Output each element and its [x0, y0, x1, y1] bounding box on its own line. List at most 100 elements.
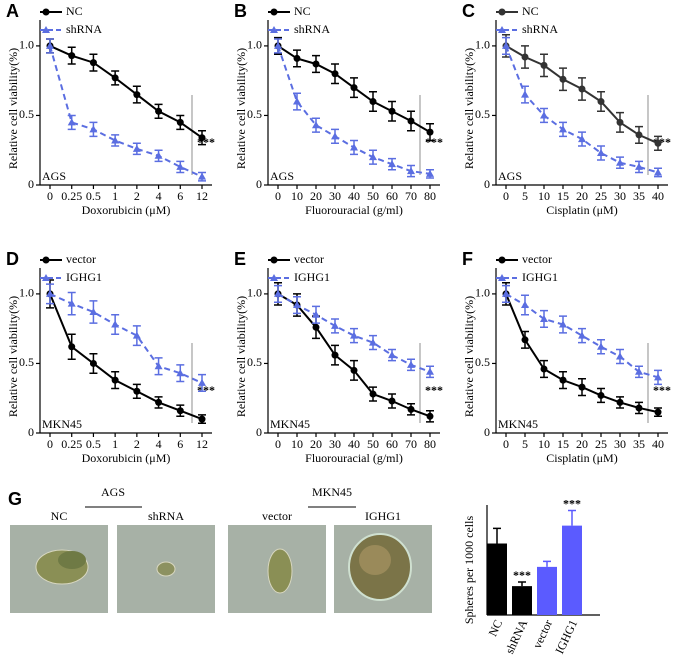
- marker: [540, 61, 548, 69]
- bar: [487, 543, 507, 615]
- x-tick-label: 40: [348, 189, 360, 203]
- marker: [369, 338, 377, 346]
- panel-letter: B: [234, 1, 247, 21]
- marker: [502, 289, 510, 297]
- x-tick-label: 80: [424, 189, 436, 203]
- x-tick-label: 40: [652, 437, 664, 451]
- x-tick-label: 0.25: [61, 437, 82, 451]
- marker: [68, 52, 76, 60]
- marker: [176, 407, 184, 415]
- x-tick-label: 30: [614, 189, 626, 203]
- marker: [407, 405, 415, 413]
- x-tick-label: 10: [291, 437, 303, 451]
- marker: [42, 26, 50, 33]
- series-line: [49, 45, 203, 178]
- y-tick-label: 1.0: [475, 286, 490, 300]
- marker: [369, 153, 377, 161]
- image-label: IGHG1: [365, 509, 401, 523]
- marker: [154, 151, 163, 159]
- y-tick-label: 0: [256, 177, 262, 191]
- marker: [270, 8, 278, 16]
- x-tick-label: 12: [196, 437, 208, 451]
- series-line: [505, 45, 659, 174]
- panel-letter: E: [234, 249, 246, 269]
- annotation: ***: [513, 568, 531, 582]
- error-bar: [493, 527, 501, 544]
- error-bar: [518, 581, 526, 587]
- corner-label: MKN45: [42, 417, 82, 431]
- x-tick-label: 20: [576, 189, 588, 203]
- marker: [132, 331, 141, 339]
- y-tick-label: 0.5: [19, 355, 34, 369]
- panel-letter: F: [462, 249, 473, 269]
- y-axis-label: Relative cell viability(%): [6, 296, 20, 417]
- marker: [578, 135, 586, 143]
- marker: [331, 321, 339, 329]
- marker: [559, 376, 567, 384]
- y-tick-label: 0: [484, 177, 490, 191]
- legend-label: vector: [294, 252, 324, 266]
- legend-label: vector: [66, 252, 96, 266]
- x-tick-label: 2: [134, 437, 140, 451]
- y-tick-label: 0: [256, 425, 262, 439]
- marker: [350, 143, 358, 151]
- series-line: [277, 293, 431, 418]
- marker: [111, 74, 119, 82]
- marker: [426, 128, 434, 136]
- annotation: ***: [425, 135, 443, 149]
- x-tick-label: 0.5: [86, 437, 101, 451]
- marker: [654, 373, 662, 381]
- marker: [176, 162, 185, 170]
- marker: [270, 26, 278, 33]
- marker: [597, 98, 605, 106]
- marker: [67, 299, 76, 307]
- bar: [562, 525, 582, 615]
- marker: [654, 408, 662, 416]
- y-tick-label: 1.0: [19, 38, 34, 52]
- marker: [89, 125, 98, 133]
- legend-label: IGHG1: [522, 270, 558, 284]
- marker: [331, 132, 339, 140]
- x-tick-label: 50: [367, 437, 379, 451]
- x-tick-label: 2: [134, 189, 140, 203]
- annotation: ***: [425, 383, 443, 397]
- marker: [388, 107, 396, 115]
- x-tick-label: 10: [538, 189, 550, 203]
- y-axis-label: Spheres per 1000 cells: [462, 516, 476, 625]
- x-tick-label: 40: [348, 437, 360, 451]
- marker: [312, 121, 320, 129]
- marker: [540, 111, 548, 119]
- marker: [198, 134, 206, 142]
- corner-label: MKN45: [270, 417, 310, 431]
- x-tick-label: 60: [386, 437, 398, 451]
- marker: [42, 274, 50, 281]
- marker: [312, 310, 320, 318]
- x-tick-label: 10: [291, 189, 303, 203]
- marker: [312, 60, 320, 68]
- x-tick-label: 1: [112, 189, 118, 203]
- x-axis-label: Cisplatin (μM): [546, 203, 617, 217]
- marker: [635, 162, 643, 170]
- y-tick-label: 0.5: [19, 107, 34, 121]
- marker: [498, 256, 506, 264]
- x-tick-label: 20: [576, 437, 588, 451]
- sphere: [58, 551, 86, 569]
- y-tick-label: 0.5: [247, 355, 262, 369]
- marker: [89, 307, 98, 315]
- marker: [521, 301, 529, 309]
- x-tick-label: 0: [275, 189, 281, 203]
- marker: [198, 415, 206, 423]
- bar: [537, 566, 557, 615]
- sphere-images: [10, 525, 432, 613]
- legend-label: NC: [294, 4, 311, 18]
- x-axis-label: Fluorouracial (g/ml): [305, 451, 403, 465]
- x-tick-label: 30: [329, 437, 341, 451]
- marker: [274, 41, 282, 49]
- marker: [111, 376, 119, 384]
- marker: [46, 289, 54, 297]
- x-tick-label: 0: [275, 437, 281, 451]
- panel-letter: G: [8, 489, 22, 509]
- marker: [559, 75, 567, 83]
- marker: [68, 343, 76, 351]
